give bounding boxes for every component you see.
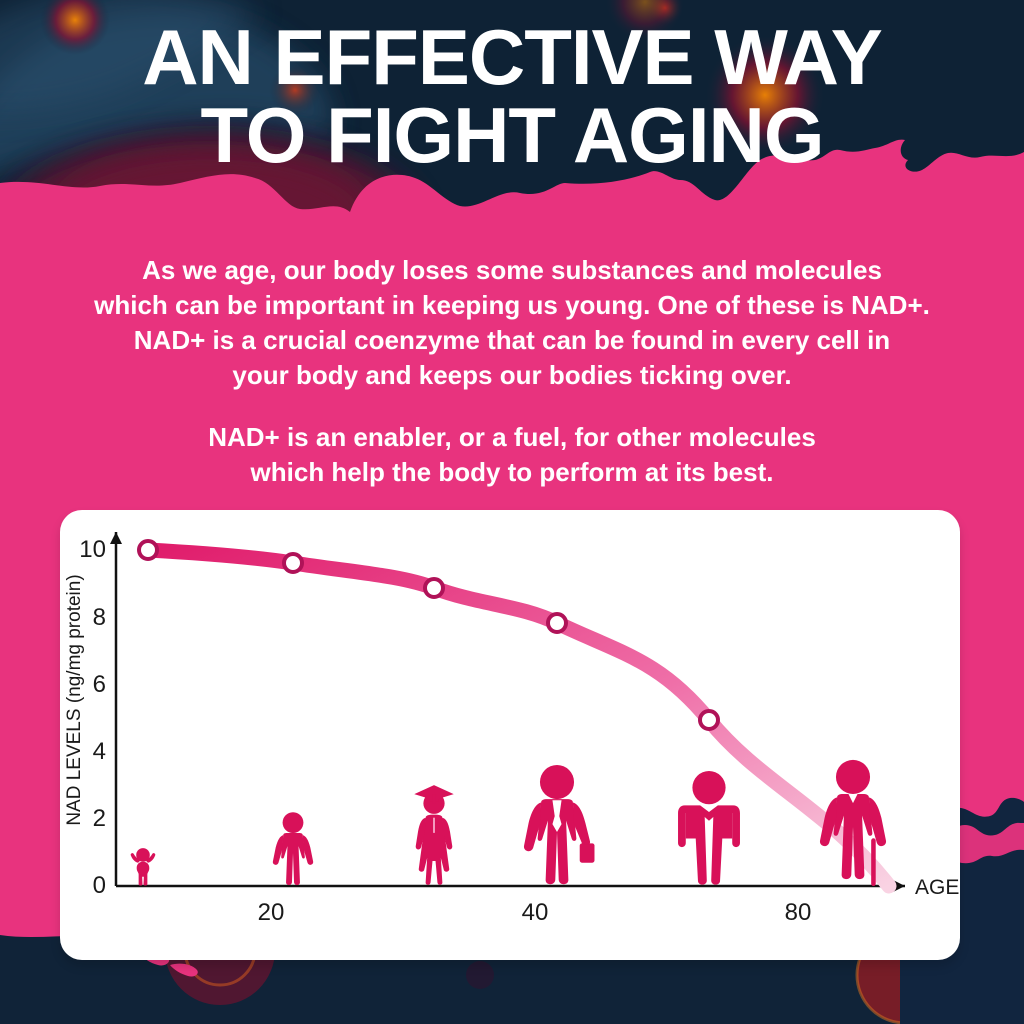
- svg-text:8: 8: [93, 604, 106, 631]
- svg-text:80: 80: [785, 899, 812, 926]
- svg-text:4: 4: [93, 738, 106, 765]
- svg-text:2: 2: [93, 805, 106, 832]
- svg-text:0: 0: [93, 872, 106, 899]
- svg-text:NAD LEVELS (ng/mg protein): NAD LEVELS (ng/mg protein): [64, 574, 85, 825]
- svg-text:40: 40: [522, 899, 549, 926]
- svg-text:10: 10: [79, 536, 106, 563]
- svg-text:20: 20: [258, 899, 285, 926]
- svg-text:AGE: AGE: [915, 876, 959, 899]
- svg-text:6: 6: [93, 671, 106, 698]
